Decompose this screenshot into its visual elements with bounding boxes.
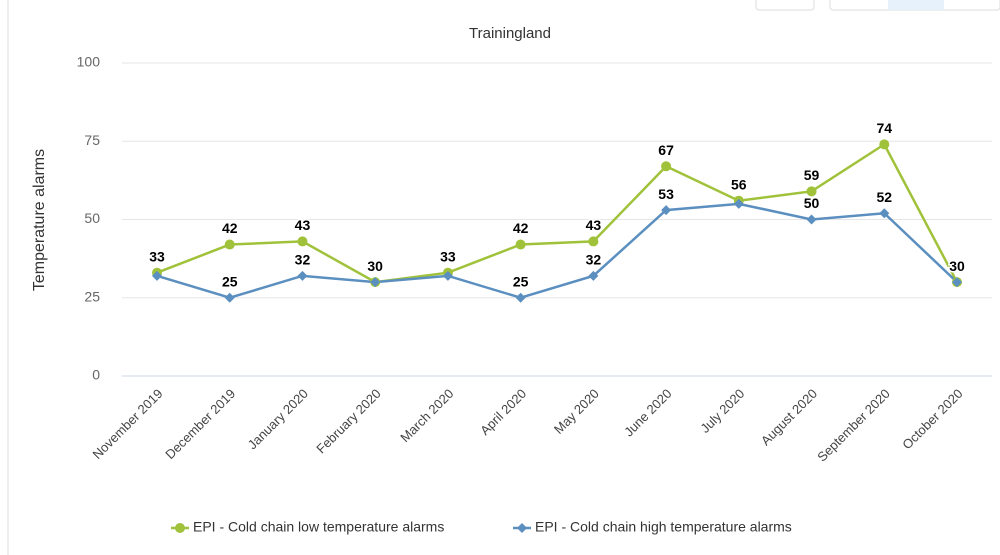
data-label: 74 [876, 120, 892, 136]
x-tick-label: August 2020 [758, 386, 820, 448]
point-marker [879, 139, 890, 150]
data-label: 25 [222, 273, 238, 289]
data-label: 67 [658, 142, 674, 158]
x-tick-label: January 2020 [245, 386, 311, 452]
point-marker [152, 270, 162, 281]
data-label: 32 [586, 252, 602, 268]
point-marker [224, 292, 235, 303]
point-marker [297, 236, 308, 247]
point-marker [806, 214, 817, 225]
x-tick-label: February 2020 [313, 386, 383, 456]
y-tick-label: 0 [92, 367, 100, 383]
point-marker [442, 270, 453, 281]
x-tick-label: March 2020 [397, 386, 456, 445]
x-tick-label: June 2020 [621, 386, 675, 440]
series-line [156, 142, 959, 284]
y-tick-label: 25 [84, 288, 100, 304]
point-marker [806, 186, 817, 197]
x-tick-label: October 2020 [899, 386, 965, 452]
point-marker [297, 270, 308, 281]
toolbar-button[interactable] [755, 0, 815, 11]
point-marker [588, 236, 599, 247]
series-line [156, 202, 958, 300]
data-label: 59 [804, 167, 820, 183]
data-label: 43 [295, 217, 311, 233]
point-marker [952, 277, 962, 288]
point-marker [661, 161, 672, 172]
toolbar-active[interactable] [888, 0, 944, 10]
point-marker [515, 292, 526, 303]
data-label: 30 [367, 258, 383, 274]
point-marker [370, 277, 381, 288]
point-marker [733, 198, 744, 209]
data-label: 30 [949, 258, 965, 274]
legend-label[interactable]: EPI - Cold chain low temperature alarms [193, 519, 444, 535]
x-tick-label: November 2019 [90, 386, 166, 462]
data-label: 43 [586, 217, 602, 233]
x-tick-label: December 2019 [162, 386, 238, 462]
data-label: 42 [222, 220, 238, 236]
data-label: 33 [440, 248, 456, 264]
data-label: 33 [149, 248, 165, 264]
legend-label[interactable]: EPI - Cold chain high temperature alarms [535, 519, 792, 535]
point-marker [661, 205, 672, 216]
legend-marker [175, 523, 185, 533]
data-label: 42 [513, 220, 529, 236]
legend-marker [517, 523, 527, 533]
x-tick-label: May 2020 [551, 386, 602, 437]
y-tick-label: 50 [84, 210, 100, 226]
data-label: 25 [513, 273, 529, 289]
y-tick-label: 100 [77, 54, 101, 70]
x-tick-label: July 2020 [697, 386, 747, 436]
point-marker [879, 208, 890, 219]
chart-title: Trainingland [469, 25, 551, 42]
data-label: 53 [658, 186, 674, 202]
data-label: 50 [804, 195, 820, 211]
y-axis-label: Temperature alarms [31, 149, 48, 291]
x-tick-label: April 2020 [477, 386, 529, 438]
point-marker [588, 270, 599, 281]
data-label: 56 [731, 176, 747, 192]
data-label: 52 [876, 189, 892, 205]
data-label: 32 [295, 252, 311, 268]
y-tick-label: 75 [84, 132, 100, 148]
x-tick-label: September 2020 [814, 386, 893, 465]
point-marker [224, 239, 235, 250]
point-marker [515, 239, 526, 250]
